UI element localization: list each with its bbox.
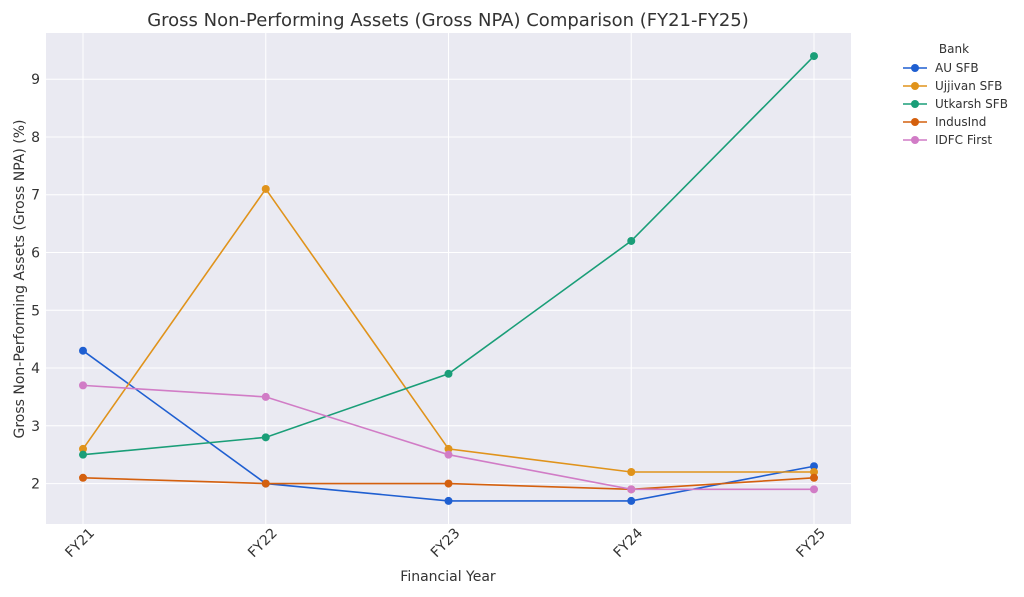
series-ujjivan-sfb: [79, 184, 818, 477]
y-tick-label: 3: [31, 419, 40, 435]
legend-swatch-marker: [911, 100, 919, 108]
y-axis-ticks: 2 3 4 5 6 7 8 9: [31, 72, 40, 492]
data-point: [810, 473, 818, 482]
y-tick-label: 6: [31, 246, 40, 262]
data-point: [261, 479, 270, 488]
legend-swatch-marker: [911, 136, 919, 144]
legend-item: AU SFB: [903, 61, 979, 75]
data-point: [627, 496, 636, 505]
legend-item: IndusInd: [903, 115, 986, 129]
legend-item: Utkarsh SFB: [903, 97, 1008, 111]
legend-swatch-marker: [911, 64, 919, 72]
data-point: [810, 468, 818, 477]
data-point: [627, 236, 636, 245]
legend-item: IDFC First: [903, 133, 992, 147]
legend-label: Utkarsh SFB: [935, 97, 1008, 111]
y-tick-label: 4: [31, 361, 40, 377]
legend-title: Bank: [939, 42, 969, 56]
series-idfc-first: [79, 381, 818, 494]
data-point: [627, 485, 636, 494]
data-point: [627, 468, 636, 477]
data-point: [79, 346, 87, 355]
data-point: [79, 381, 87, 390]
data-point: [810, 52, 818, 61]
x-tick-label: FY25: [793, 525, 829, 561]
x-tick-label: FY21: [62, 525, 98, 561]
data-point: [261, 433, 270, 442]
x-axis-label: Financial Year: [400, 569, 496, 585]
data-point: [444, 479, 453, 488]
legend: Bank AU SFB Ujjivan SFB Utkarsh SFB IndusIn…: [903, 42, 1008, 147]
data-point: [444, 496, 453, 505]
legend-label: AU SFB: [935, 61, 979, 75]
legend-label: IndusInd: [935, 115, 986, 129]
grid: [46, 33, 851, 524]
y-tick-label: 2: [31, 477, 40, 493]
series-lines: [79, 52, 818, 505]
data-point: [261, 392, 270, 401]
data-point: [79, 473, 87, 482]
y-tick-label: 5: [31, 303, 40, 319]
legend-label: IDFC First: [935, 133, 992, 147]
data-point: [261, 184, 270, 193]
x-tick-label: FY23: [428, 525, 464, 561]
legend-item: Ujjivan SFB: [903, 79, 1002, 93]
legend-swatch-marker: [911, 82, 919, 90]
series-utkarsh-sfb: [79, 52, 818, 459]
data-point: [810, 462, 818, 471]
x-tick-label: FY24: [611, 525, 647, 561]
data-point: [444, 444, 453, 453]
x-axis-ticks: FY21 FY22 FY23 FY24 FY25: [62, 525, 829, 561]
x-tick-label: FY22: [245, 525, 281, 561]
legend-swatch-marker: [911, 118, 919, 126]
legend-label: Ujjivan SFB: [935, 79, 1002, 93]
data-point: [79, 450, 87, 459]
y-tick-label: 8: [31, 130, 40, 146]
data-point: [79, 444, 87, 453]
y-axis-label: Gross Non-Performing Assets (Gross NPA) …: [12, 119, 28, 438]
data-point: [444, 450, 453, 459]
chart-title: Gross Non-Performing Assets (Gross NPA) …: [147, 10, 749, 31]
data-point: [444, 369, 453, 378]
y-tick-label: 7: [31, 188, 40, 204]
data-point: [810, 485, 818, 494]
y-tick-label: 9: [31, 72, 40, 88]
